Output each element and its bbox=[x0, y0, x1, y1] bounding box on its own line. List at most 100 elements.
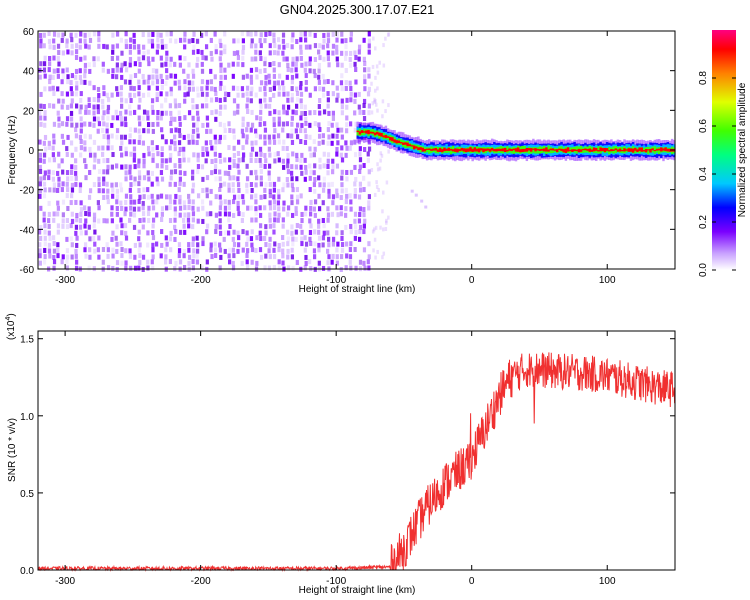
spectrogram-noise-cell bbox=[141, 92, 146, 98]
spectrogram-noise-cell bbox=[214, 109, 218, 115]
spectrogram-noise-cell bbox=[123, 79, 128, 85]
spectrogram-noise-cell bbox=[92, 85, 96, 91]
snr-scale-note: (x104) bbox=[5, 313, 17, 340]
spectrogram-noise-cell bbox=[277, 62, 281, 68]
spectrogram-noise-cell bbox=[240, 260, 244, 266]
spectrogram-noise-cell bbox=[88, 188, 93, 194]
spectrogram-noise-cell bbox=[420, 199, 424, 203]
spectrogram-noise-cell bbox=[132, 38, 136, 44]
spectrogram-noise-cell bbox=[65, 116, 70, 122]
spectrogram-noise-cell bbox=[79, 31, 83, 37]
spectrogram-noise-cell bbox=[160, 206, 165, 212]
spectrogram-noise-cell bbox=[362, 247, 367, 253]
spectrogram-noise-cell bbox=[236, 230, 240, 236]
spectrogram-noise-cell bbox=[56, 110, 60, 116]
spectrogram-noise-cell bbox=[138, 194, 142, 200]
spectrogram-noise-cell bbox=[286, 211, 290, 217]
spectrogram-noise-cell bbox=[209, 200, 213, 206]
spectrogram-noise-cell bbox=[119, 91, 123, 97]
spectrogram-noise-cell bbox=[286, 62, 290, 68]
spectrogram-noise-cell bbox=[255, 175, 259, 181]
spectrogram-noise-cell bbox=[354, 55, 358, 61]
spectrogram-noise-cell bbox=[146, 242, 150, 248]
spectrogram-noise-cell bbox=[300, 218, 304, 224]
spectrogram-noise-cell bbox=[387, 103, 390, 108]
spectrogram-noise-cell bbox=[312, 206, 316, 212]
spectrogram-signal-cell bbox=[599, 147, 602, 152]
spectrogram-signal-cell bbox=[521, 148, 524, 153]
spectrogram-noise-cell bbox=[204, 97, 208, 103]
spectrogram-noise-cell bbox=[313, 121, 317, 127]
spectrogram-noise-cell bbox=[317, 104, 321, 110]
spectrogram-noise-cell bbox=[124, 260, 128, 266]
spectrogram-noise-cell bbox=[295, 176, 299, 182]
spectrogram-noise-cell bbox=[376, 167, 380, 172]
spectrogram-noise-cell bbox=[308, 122, 312, 128]
spectrogram-signal-cell bbox=[421, 147, 424, 152]
snr-y-tick-label: 0.5 bbox=[20, 489, 34, 500]
spectrogram-noise-cell bbox=[277, 110, 281, 116]
spectrogram-noise-cell bbox=[87, 109, 91, 115]
spectrogram-noise-cell bbox=[317, 79, 322, 85]
spectrogram-noise-cell bbox=[124, 67, 129, 73]
spectrogram-noise-cell bbox=[254, 217, 258, 223]
spectrogram-noise-cell bbox=[178, 116, 182, 122]
spectrogram-noise-cell bbox=[48, 61, 52, 67]
spectrogram-noise-cell bbox=[70, 211, 74, 217]
spectrogram-noise-cell bbox=[151, 247, 155, 253]
spectrogram-noise-cell bbox=[321, 73, 325, 79]
spectrogram-noise-cell bbox=[374, 99, 377, 104]
spectrogram-noise-cell bbox=[344, 206, 348, 212]
spectrogram-noise-cell bbox=[165, 241, 169, 247]
spectrogram-noise-cell bbox=[164, 158, 168, 164]
spectrogram-noise-cell bbox=[39, 61, 43, 67]
spectrogram-noise-cell bbox=[317, 235, 322, 241]
spectrogram-noise-cell bbox=[367, 146, 372, 152]
spectrogram-noise-cell bbox=[254, 169, 258, 175]
spectrogram-noise-cell bbox=[370, 168, 374, 173]
spectrogram-signal-cell bbox=[367, 130, 370, 135]
spectrogram-noise-cell bbox=[339, 152, 343, 158]
spectrogram-noise-cell bbox=[272, 194, 276, 200]
spectrogram-noise-cell bbox=[168, 199, 173, 205]
spectrogram-noise-cell bbox=[101, 259, 105, 265]
spectrogram-noise-cell bbox=[204, 31, 208, 37]
spectrogram-noise-cell bbox=[123, 211, 127, 217]
spectrogram-noise-cell bbox=[210, 110, 214, 116]
spectrogram-noise-cell bbox=[317, 193, 321, 199]
spectrogram-noise-cell bbox=[322, 230, 326, 236]
spectrogram-noise-cell bbox=[183, 31, 187, 37]
spectrogram-noise-cell bbox=[79, 230, 83, 236]
spectrogram-noise-cell bbox=[339, 205, 343, 211]
spectrogram-noise-cell bbox=[340, 127, 344, 133]
spectrogram-noise-cell bbox=[340, 235, 344, 241]
spectrogram-noise-cell bbox=[363, 74, 367, 80]
spectrogram-noise-cell bbox=[56, 242, 60, 248]
spectrogram-signal-cell bbox=[402, 142, 405, 145]
spectrogram-noise-cell bbox=[79, 104, 83, 110]
spectrogram-noise-cell bbox=[264, 80, 268, 86]
spectrogram-signal-cell bbox=[464, 148, 468, 153]
spectrogram-noise-cell bbox=[146, 122, 151, 128]
spectrogram-noise-cell bbox=[160, 38, 164, 44]
spectrogram-noise-cell bbox=[128, 164, 132, 170]
spectrogram-noise-cell bbox=[277, 259, 281, 265]
spectrogram-noise-cell bbox=[267, 265, 272, 271]
spectrogram-noise-cell bbox=[376, 70, 380, 75]
spectrogram-noise-cell bbox=[60, 104, 64, 110]
spectrogram-noise-cell bbox=[205, 229, 209, 235]
spectrogram-signal-cell bbox=[380, 132, 383, 137]
spectrogram-noise-cell bbox=[241, 55, 245, 61]
spectrogram-noise-cell bbox=[317, 229, 321, 235]
spectrogram-noise-cell bbox=[83, 79, 87, 85]
spectrogram-noise-cell bbox=[48, 55, 52, 61]
spectrogram-noise-cell bbox=[111, 253, 115, 259]
spectrogram-noise-cell bbox=[88, 134, 92, 140]
spectrogram-noise-cell bbox=[299, 164, 303, 170]
spectrogram-noise-cell bbox=[213, 31, 217, 37]
spectrogram-noise-cell bbox=[357, 91, 361, 97]
spectrogram-noise-cell bbox=[331, 43, 336, 49]
spectrogram-noise-cell bbox=[43, 134, 48, 140]
spectrogram-noise-cell bbox=[245, 134, 249, 140]
spectrogram-noise-cell bbox=[285, 121, 289, 127]
